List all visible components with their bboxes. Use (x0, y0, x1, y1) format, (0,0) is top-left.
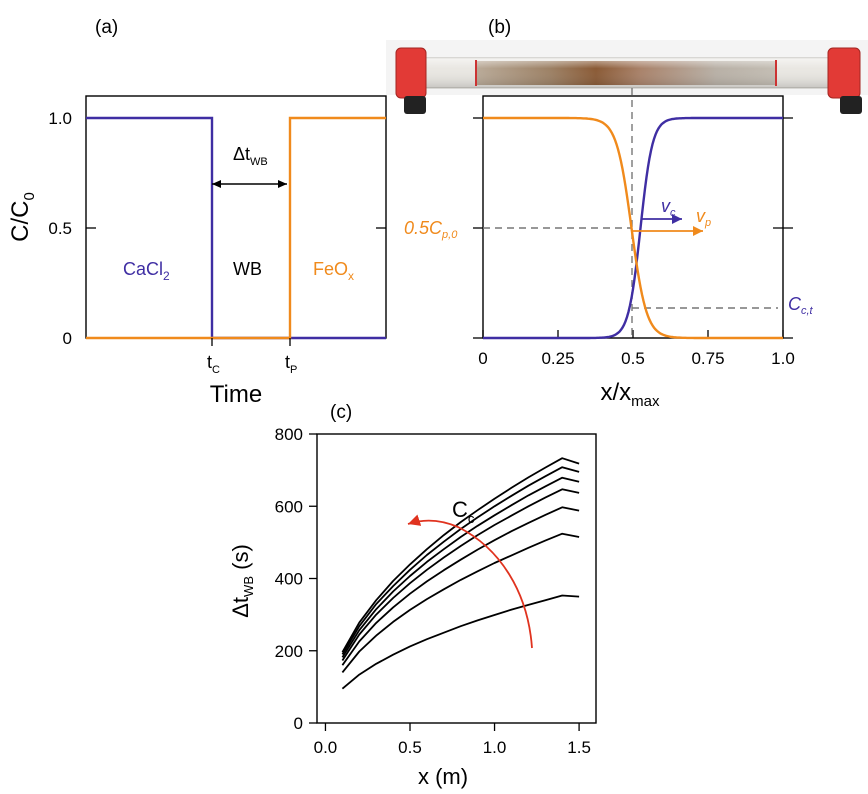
panel-b-x-tick-label-4: 1.0 (771, 349, 795, 368)
panel-a-frame (85, 95, 387, 339)
panel-b-x-tick-label-1: 0.25 (541, 349, 574, 368)
panel-c-x-axis-label: x (m) (418, 764, 468, 789)
panel-c-x-tick-label-0: 0.0 (314, 738, 338, 757)
panel-a-y-tick-label-0: 0 (63, 329, 72, 348)
panel-a-y-ticks: 0 0.5 1.0 (48, 109, 386, 348)
panel-a-label: (a) (95, 17, 118, 38)
panel-c-frame (316, 433, 597, 724)
panel-c-series-2 (341, 506, 580, 666)
panel-a-series-calcium (86, 116, 386, 340)
panel-b-x-axis-label: x/xmax (600, 379, 660, 410)
panel-c-x-tick-label-1: 0.5 (398, 738, 422, 757)
panel-a-series-particle (86, 116, 386, 340)
panel-b-vp-label: vp (696, 206, 711, 229)
end-cap-right (827, 47, 861, 99)
panel-c: (c) 0.0 0.5 1.0 1.5 0 200 400 600 800 Cc ΔtWB (s… (228, 402, 597, 789)
panel-b-series-calcium (483, 116, 783, 340)
panel-c-x-tick-label-2: 1.0 (483, 738, 507, 757)
end-fitting-left (404, 96, 426, 114)
end-fitting-right (840, 96, 862, 114)
panel-c-series-0 (341, 594, 580, 690)
panel-c-y-tick-label-0: 0 (294, 714, 303, 733)
panel-c-series-1 (341, 532, 580, 673)
panel-a-x-marker-label-0: tC (207, 352, 220, 376)
end-cap-left (395, 47, 427, 99)
panel-c-x-tick-label-3: 1.5 (567, 738, 591, 757)
panel-c-y-tick-label-3: 600 (275, 497, 303, 516)
panel-c-y-tick-label-2: 400 (275, 570, 303, 589)
panel-c-series (341, 457, 580, 690)
panel-a-cacl2-label: CaCl2 (123, 259, 170, 283)
panel-c-y-tick-label-4: 800 (275, 425, 303, 444)
panel-b-series (483, 116, 783, 340)
panel-b-vc-label: vc (661, 196, 676, 219)
panel-c-cc-label: Cc (452, 497, 475, 526)
sand-column-photo (386, 40, 868, 114)
panel-b-frame (482, 95, 784, 339)
panel-b: (b) 0 0.25 0.5 0.75 1.0 vc vp 0.5Cp,0 Cc,t x… (386, 17, 868, 410)
panel-b-x-tick-label-3: 0.75 (691, 349, 724, 368)
panel-c-series-4 (341, 476, 580, 658)
panel-b-ticks: 0 0.25 0.5 0.75 1.0 (473, 117, 795, 368)
panel-a-y-tick-label-1: 0.5 (48, 219, 72, 238)
panel-a-gap-label: ΔtWB (233, 144, 268, 168)
panel-a-y-tick-label-2: 1.0 (48, 109, 72, 128)
panel-a-series (86, 116, 386, 340)
panel-a-wb-label: WB (233, 259, 262, 279)
panel-a-x-axis-label: Time (210, 381, 262, 408)
panel-a-x-markers: tC tP (207, 338, 297, 376)
panel-c-y-tick-label-1: 200 (275, 642, 303, 661)
panel-c-label: (c) (330, 402, 352, 423)
panel-a-x-marker-label-1: tP (285, 352, 297, 376)
panel-b-half-conc-label: 0.5Cp,0 (404, 218, 458, 241)
panel-b-cct-label: Cc,t (788, 294, 814, 317)
panel-b-x-tick-label-0: 0 (478, 349, 487, 368)
panel-c-y-axis-label: ΔtWB (s) (228, 544, 256, 618)
panel-b-label: (b) (488, 17, 511, 38)
panel-a: (a) 0 0.5 1.0 tC tP C/C0 Time ΔtWB CaCl2 WB… (7, 17, 387, 408)
column-tube-shine (418, 58, 836, 88)
panel-a-feox-label: FeOx (313, 259, 354, 283)
panel-c-ticks: 0.0 0.5 1.0 1.5 0 200 400 600 800 (275, 425, 591, 757)
panel-a-y-axis-label: C/C0 (7, 192, 38, 242)
panel-b-x-tick-label-2: 0.5 (621, 349, 645, 368)
panel-b-series-particle (483, 116, 783, 340)
panel-c-series-3 (341, 488, 580, 661)
panel-c-series-6 (341, 457, 580, 653)
panel-c-cc-arrow (407, 514, 533, 649)
